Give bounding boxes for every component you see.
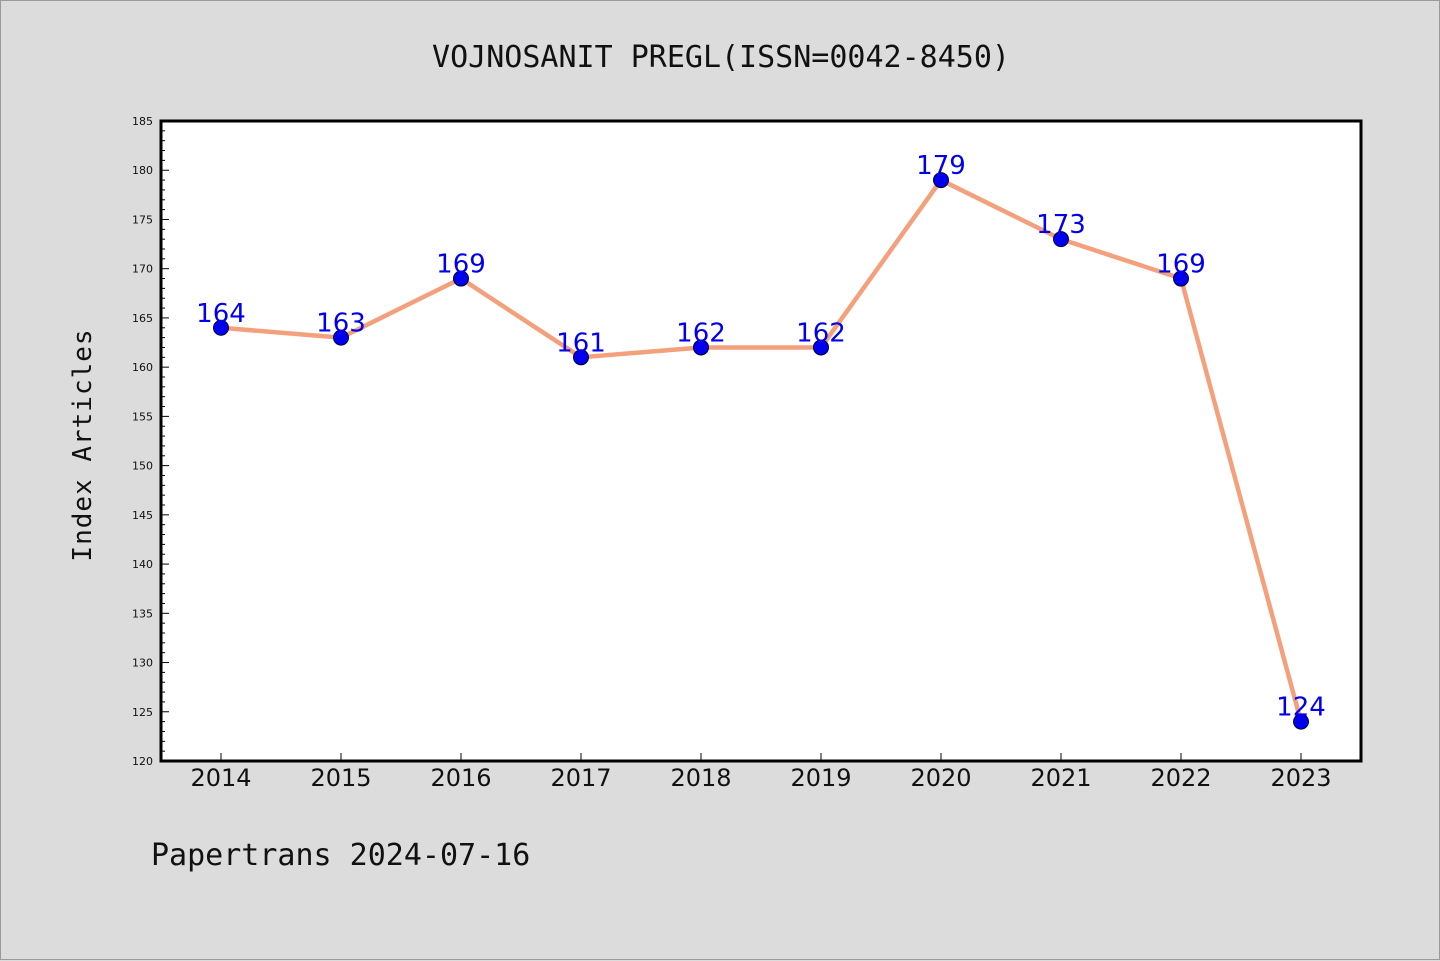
x-tick-label: 2022 <box>1150 764 1211 792</box>
data-point <box>573 349 589 366</box>
x-tick-label: 2015 <box>310 764 371 792</box>
data-point <box>213 319 229 336</box>
data-point <box>333 329 349 346</box>
footer-credit: Papertrans 2024-07-16 <box>151 838 530 873</box>
y-tick-label: 120 <box>132 755 153 768</box>
data-label: 124 <box>1276 693 1326 723</box>
data-label: 169 <box>436 250 486 280</box>
data-point <box>813 339 829 356</box>
x-tick-label: 2023 <box>1270 764 1331 792</box>
x-tick-label: 2019 <box>790 764 851 792</box>
y-tick-label: 135 <box>132 607 153 620</box>
y-tick-label: 175 <box>132 213 153 226</box>
data-point <box>933 172 949 189</box>
data-markers <box>213 172 1309 730</box>
data-point <box>1173 270 1189 287</box>
data-label: 164 <box>196 299 246 329</box>
x-tick-label: 2016 <box>430 764 491 792</box>
x-tick-label: 2018 <box>670 764 731 792</box>
x-tick-label: 2017 <box>550 764 611 792</box>
y-axis-label: Index Articles <box>68 328 98 561</box>
data-label: 173 <box>1036 210 1086 240</box>
series-line <box>218 177 1304 724</box>
data-point <box>453 270 469 287</box>
series-line-group <box>218 177 1304 724</box>
y-tick-label: 125 <box>132 706 153 719</box>
data-label: 179 <box>916 151 966 181</box>
y-tick-label: 170 <box>132 263 153 276</box>
y-tick-label: 130 <box>132 657 153 670</box>
plot-area <box>161 121 1361 761</box>
y-tick-label: 140 <box>132 558 153 571</box>
data-point <box>693 339 709 356</box>
x-tick-label: 2014 <box>190 764 251 792</box>
y-tick-label: 185 <box>132 115 153 128</box>
plot-frame <box>159 119 1363 763</box>
data-point <box>1053 231 1069 248</box>
x-tick-label: 2021 <box>1030 764 1091 792</box>
y-tick-label: 150 <box>132 460 153 473</box>
y-tick-label: 155 <box>132 410 153 423</box>
y-tick-label: 165 <box>132 312 153 325</box>
data-label: 169 <box>1156 250 1206 280</box>
y-tick-label: 180 <box>132 164 153 177</box>
data-label: 162 <box>796 318 846 348</box>
data-label: 161 <box>556 328 606 358</box>
y-axis-tick-labels: 120 125 130 135 140 145 150 155 160 165 170 175 180 1… <box>132 115 153 768</box>
data-point <box>1293 713 1309 730</box>
data-label: 163 <box>316 309 366 339</box>
data-labels: 164 163 169 161 162 162 179 173 169 124 <box>196 151 1326 723</box>
y-tick-label: 160 <box>132 361 153 374</box>
y-tick-label: 145 <box>132 509 153 522</box>
x-axis-tick-labels: 2014 2015 2016 2017 2018 2019 2020 2021 2022 2023 <box>190 764 1331 792</box>
data-label: 162 <box>676 318 726 348</box>
chart-title: VOJNOSANIT PREGL(ISSN=0042-8450) <box>432 40 1010 75</box>
x-tick-label: 2020 <box>910 764 971 792</box>
